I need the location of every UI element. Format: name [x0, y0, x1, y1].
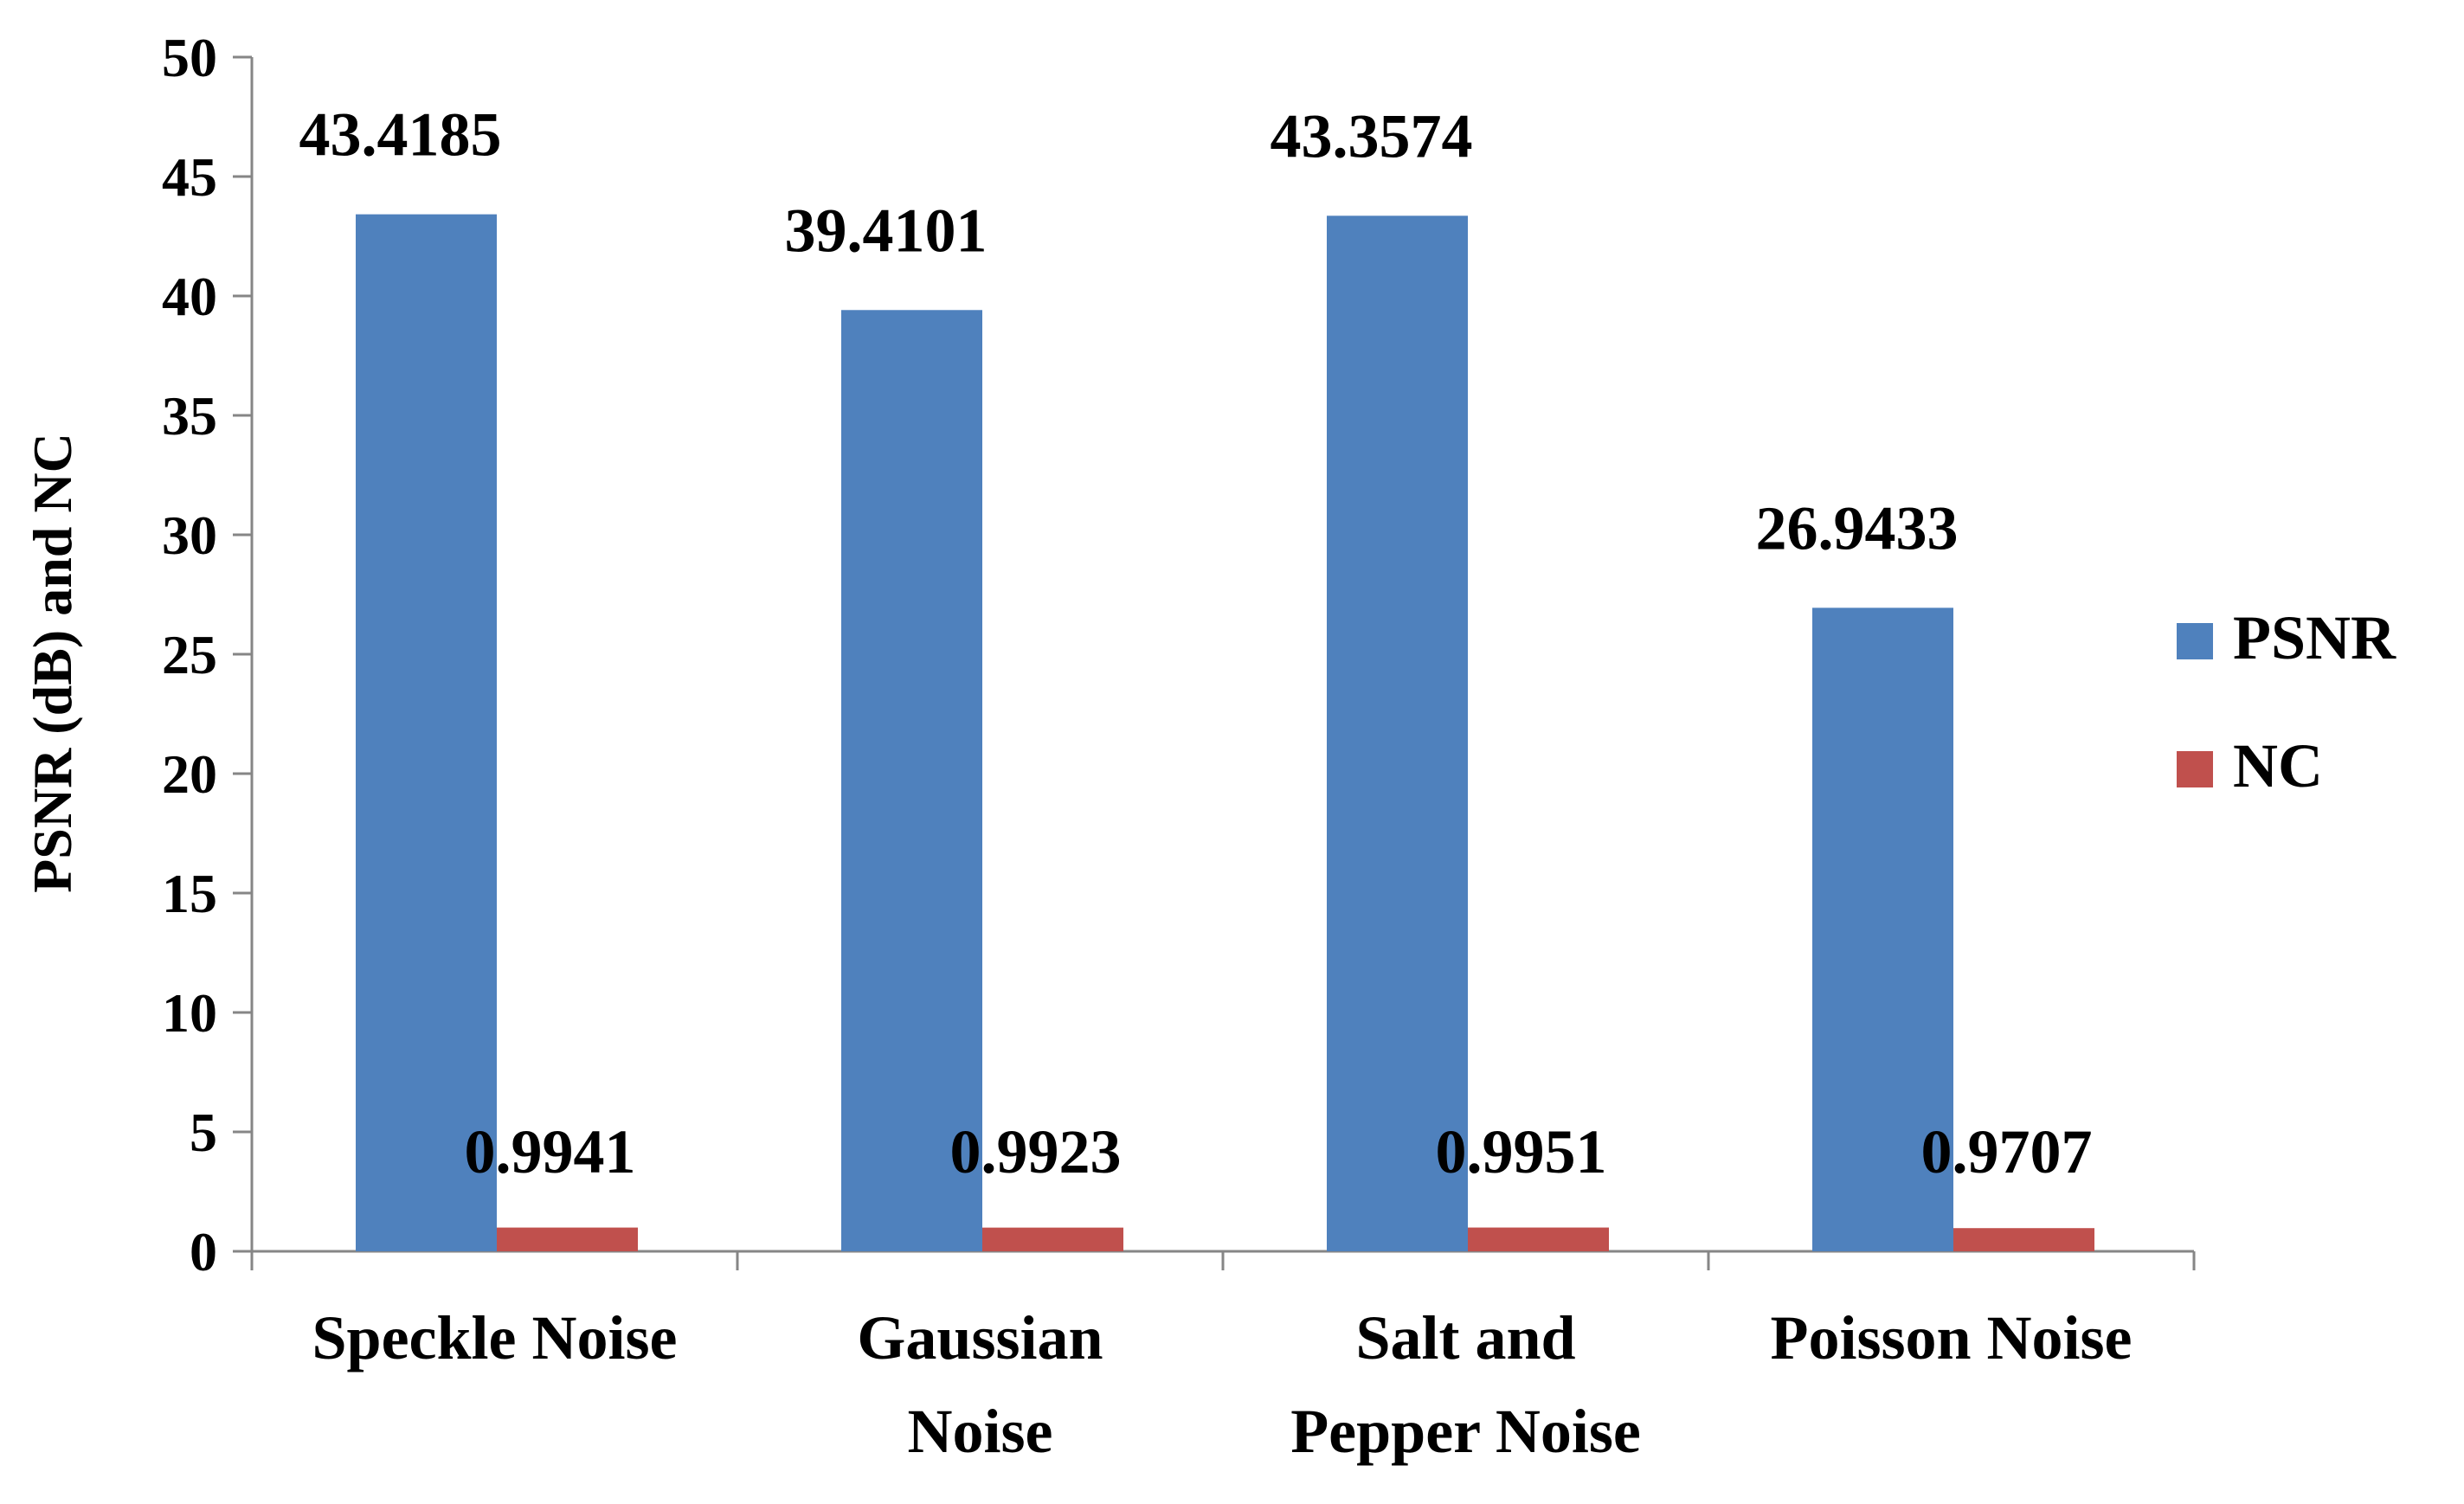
legend: PSNR NC: [2177, 603, 2396, 800]
psnr-bar: [841, 310, 982, 1251]
y-tick-label: 35: [162, 385, 217, 447]
y-tick-label: 40: [162, 266, 217, 327]
data-label-nc: 0.9923: [950, 1117, 1122, 1186]
data-label-psnr: 43.3574: [1271, 101, 1473, 170]
bars: [356, 214, 2094, 1252]
data-label-nc: 0.9951: [1436, 1117, 1607, 1186]
y-tick-label: 5: [190, 1102, 217, 1163]
x-tick-label: Poisson Noise: [1770, 1303, 2132, 1372]
data-labels: 43.4185 39.4101 43.3574 26.9433 0.9941 0.9923…: [299, 100, 2093, 1186]
y-tick-label: 0: [190, 1221, 217, 1282]
x-tick-label: Speckle Noise: [312, 1303, 678, 1372]
y-tick-label: 20: [162, 743, 217, 805]
data-label-psnr: 43.4185: [299, 100, 502, 170]
x-tick-label: Gaussian: [857, 1303, 1103, 1372]
psnr-bar: [1812, 607, 1953, 1251]
legend-swatch-psnr: [2177, 623, 2213, 659]
y-tick-label: 45: [162, 146, 217, 208]
nc-bar: [982, 1227, 1123, 1251]
legend-label-psnr: PSNR: [2233, 603, 2396, 672]
data-label-nc: 0.9941: [465, 1117, 636, 1186]
psnr-bar: [1327, 215, 1468, 1252]
data-label-nc: 0.9707: [1921, 1117, 2093, 1186]
y-tick-label: 50: [162, 27, 217, 88]
legend-label-nc: NC: [2233, 731, 2323, 800]
x-tick-label: Salt and: [1355, 1303, 1575, 1372]
y-tick-label: 10: [162, 982, 217, 1044]
legend-swatch-nc: [2177, 751, 2213, 787]
nc-bar: [497, 1227, 638, 1251]
x-tick-label: Pepper Noise: [1290, 1397, 1641, 1466]
y-tick-label: 15: [162, 863, 217, 924]
y-axis-title: PSNR (dB) and NC: [22, 433, 83, 893]
y-tick-label: 30: [162, 505, 217, 566]
data-label-psnr: 26.9433: [1756, 493, 1959, 562]
axes: 0 5 10 15 20 25 30 35 40 45 50 Speckle Noise Gaussia…: [22, 27, 2196, 1466]
nc-bar: [1468, 1227, 1609, 1251]
data-label-psnr: 39.4101: [785, 196, 988, 265]
psnr-bar: [356, 214, 497, 1251]
y-tick-label: 25: [162, 624, 217, 685]
nc-bar: [1953, 1228, 2094, 1251]
x-tick-label: Noise: [908, 1397, 1053, 1466]
